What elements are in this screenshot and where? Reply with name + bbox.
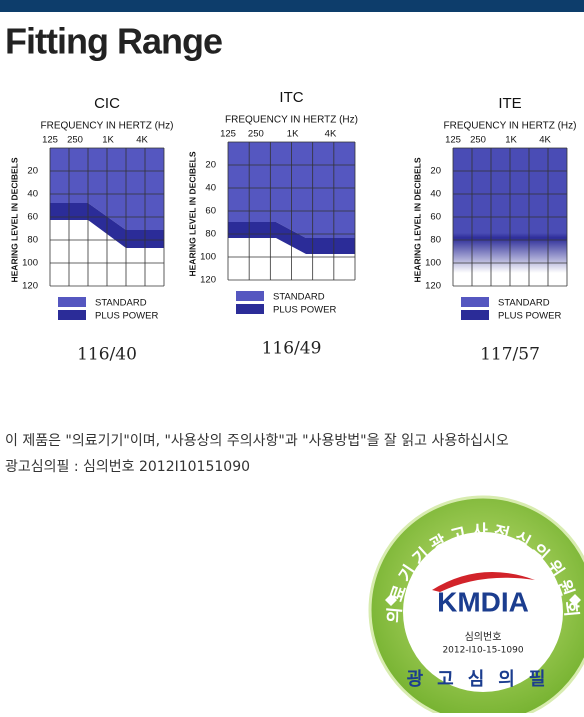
y-tick-label: 40	[430, 189, 441, 200]
y-tick-label: 100	[22, 258, 38, 269]
logo-swoosh	[432, 572, 535, 592]
legend-swatch	[461, 297, 489, 307]
legend-label: PLUS POWER	[273, 305, 336, 316]
y-tick-label: 60	[430, 212, 441, 223]
y-tick-label: 40	[27, 189, 38, 200]
legend-swatch	[461, 310, 489, 320]
x-tick-label: 4K	[325, 129, 337, 140]
x-tick-label: 125	[220, 129, 236, 140]
y-tick-label: 100	[200, 252, 216, 263]
legend-swatch	[236, 291, 264, 301]
y-tick-label: 80	[430, 235, 441, 246]
audiogram: ITC FREQUENCY IN HERTZ (Hz) 125 250 1K 4K 20 40…	[187, 89, 358, 359]
y-tick-label: 120	[22, 281, 38, 292]
y-tick-label: 20	[205, 160, 216, 171]
x-tick-label: 1K	[102, 135, 114, 146]
audiogram: CIC FREQUENCY IN HERTZ (Hz) 125 250 1K 4K 20 40…	[9, 95, 173, 365]
y-tick-label: 20	[27, 166, 38, 177]
y-tick-label: 100	[425, 258, 441, 269]
x-axis-label: FREQUENCY IN HERTZ (Hz)	[225, 115, 358, 126]
x-axis-label: FREQUENCY IN HERTZ (Hz)	[444, 121, 577, 132]
notice-line: 이 제품은 "의료기기"이며, "사용상의 주의사항"과 "사용방법"을 잘 읽…	[5, 433, 509, 449]
y-tick-label: 80	[205, 229, 216, 240]
y-tick-label: 40	[205, 183, 216, 194]
legend-swatch	[58, 310, 86, 320]
y-tick-label: 60	[27, 212, 38, 223]
badge-number: 2012-I10-15-1090	[442, 646, 523, 656]
x-tick-label: 125	[42, 135, 58, 146]
model-number: 116/49	[262, 339, 322, 359]
model-number: 117/57	[480, 345, 540, 365]
y-tick-label: 120	[425, 281, 441, 292]
y-tick-label: 20	[430, 166, 441, 177]
badge-bottom-text: 광고심의필	[407, 669, 560, 690]
legend-label: STANDARD	[498, 298, 550, 309]
badge-number-label: 심의번호	[465, 631, 502, 643]
legend-label: STANDARD	[273, 292, 325, 303]
x-tick-label: 4K	[539, 135, 551, 146]
legend-label: STANDARD	[95, 298, 147, 309]
badge: 의료기기광고사전심의위원회 KMDIA 심의번호 2012-I10-15-109…	[368, 495, 584, 717]
top-bar	[0, 0, 584, 12]
legend-label: PLUS POWER	[498, 311, 561, 322]
legend-swatch	[58, 297, 86, 307]
y-tick-label: 80	[27, 235, 38, 246]
y-axis-label: HEARING LEVEL IN DECIBELS	[187, 151, 197, 276]
y-axis-label: HEARING LEVEL IN DECIBELS	[412, 157, 422, 282]
legend-swatch	[236, 304, 264, 314]
y-tick-label: 120	[200, 275, 216, 286]
chart-title: ITE	[498, 95, 521, 112]
x-tick-label: 4K	[136, 135, 148, 146]
model-number: 116/40	[77, 345, 137, 365]
x-axis-label: FREQUENCY IN HERTZ (Hz)	[41, 121, 174, 132]
x-tick-label: 250	[67, 135, 83, 146]
x-tick-label: 250	[470, 135, 486, 146]
charts: CIC FREQUENCY IN HERTZ (Hz) 125 250 1K 4K 20 40…	[9, 89, 576, 365]
x-tick-label: 125	[445, 135, 461, 146]
badge-logo: KMDIA	[437, 586, 529, 617]
chart-title: ITC	[279, 89, 303, 106]
legend-label: PLUS POWER	[95, 311, 158, 322]
page-title: Fitting Range	[5, 21, 223, 62]
chart-title: CIC	[94, 95, 120, 112]
badge-center	[403, 532, 563, 692]
x-tick-label: 250	[248, 129, 264, 140]
y-tick-label: 60	[205, 206, 216, 217]
audiogram: ITE FREQUENCY IN HERTZ (Hz) 125 250 1K 4K 20 40…	[412, 95, 576, 365]
y-axis-label: HEARING LEVEL IN DECIBELS	[9, 157, 19, 282]
x-tick-label: 1K	[505, 135, 517, 146]
x-tick-label: 1K	[287, 129, 299, 140]
notice-line: 광고심의필 : 심의번호 2012I10151090	[5, 459, 250, 475]
